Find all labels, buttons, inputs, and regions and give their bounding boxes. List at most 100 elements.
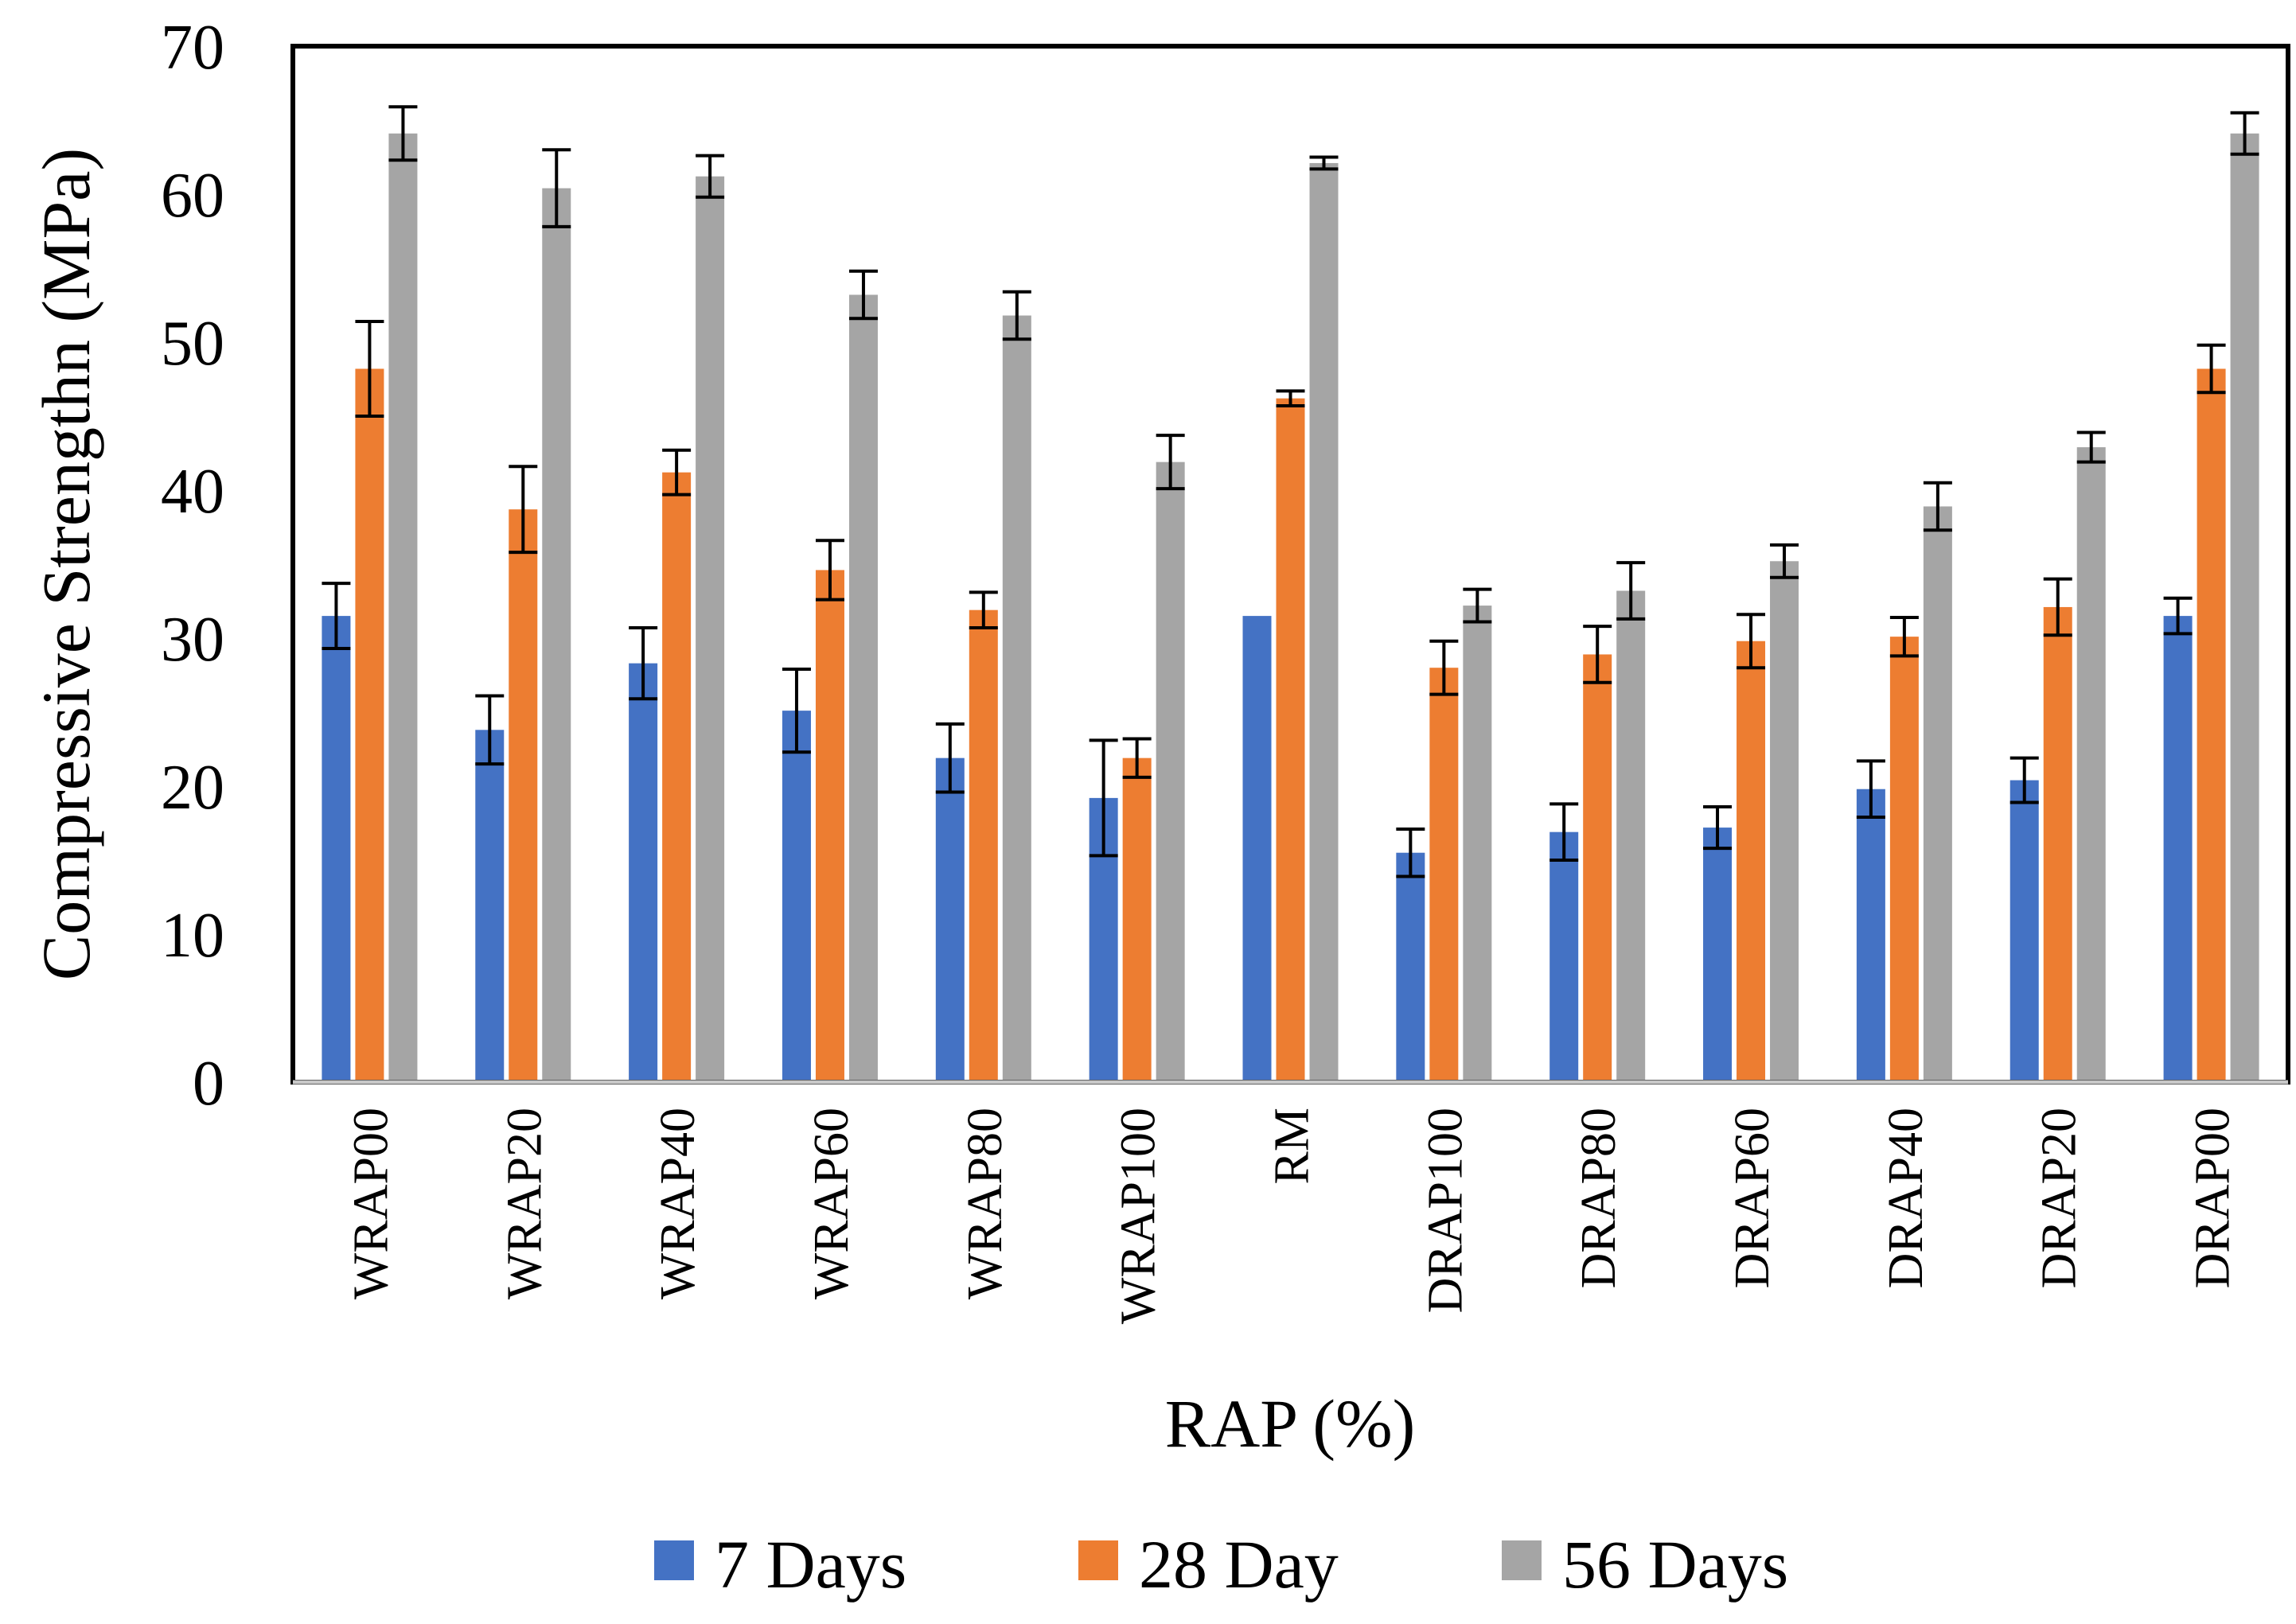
bar-7-days-drap60 bbox=[1703, 828, 1733, 1082]
error-bar-56-days-drap40 bbox=[1923, 481, 1952, 532]
error-bar-56-days-drap100 bbox=[1463, 587, 1492, 624]
x-tick-label: WRAP00 bbox=[344, 1108, 398, 1299]
legend-label: 56 Days bbox=[1562, 1526, 1788, 1603]
legend-item-56-days: 56 Days bbox=[1502, 1526, 1788, 1603]
legend-item-7-days: 7 Days bbox=[654, 1526, 906, 1603]
y-tick-label: 60 bbox=[161, 161, 224, 231]
error-bar-7-days-wrap40 bbox=[629, 625, 658, 701]
error-bar-56-days-wrap100 bbox=[1156, 434, 1185, 491]
y-tick-label: 40 bbox=[161, 457, 224, 527]
bar-28-day-drap00 bbox=[2197, 368, 2226, 1083]
bar-56-days-rm bbox=[1309, 162, 1339, 1083]
legend-item-28-day: 28 Day bbox=[1078, 1526, 1339, 1603]
bar-7-days-wrap80 bbox=[935, 757, 965, 1082]
bar-56-days-wrap80 bbox=[1002, 315, 1031, 1082]
error-bar-7-days-drap40 bbox=[1856, 759, 1885, 820]
bar-28-day-drap60 bbox=[1737, 641, 1766, 1082]
bar-56-days-drap80 bbox=[1616, 590, 1646, 1082]
x-tick-label: DRAP80 bbox=[1572, 1108, 1626, 1288]
bar-7-days-drap20 bbox=[2009, 780, 2039, 1082]
bar-56-days-wrap40 bbox=[696, 176, 725, 1083]
error-bar-28-day-wrap00 bbox=[355, 319, 384, 418]
bar-56-days-wrap100 bbox=[1156, 461, 1185, 1082]
legend-swatch bbox=[1502, 1540, 1542, 1580]
bar-56-days-drap00 bbox=[2230, 133, 2259, 1083]
legend-swatch bbox=[654, 1540, 694, 1580]
error-bar-56-days-drap00 bbox=[2230, 111, 2259, 156]
error-bar-56-days-drap20 bbox=[2076, 430, 2106, 464]
error-bar-28-day-drap00 bbox=[2197, 343, 2226, 395]
error-bar-28-day-drap40 bbox=[1889, 615, 1919, 658]
y-tick-label: 0 bbox=[193, 1049, 224, 1119]
bar-28-day-rm bbox=[1276, 398, 1305, 1082]
x-tick-label: RM bbox=[1265, 1108, 1320, 1184]
x-tick-label: DRAP20 bbox=[2033, 1108, 2087, 1288]
y-tick-label: 50 bbox=[161, 309, 224, 379]
bar-28-day-drap80 bbox=[1583, 654, 1612, 1082]
bar-7-days-drap100 bbox=[1396, 852, 1425, 1082]
error-bar-7-days-drap20 bbox=[2009, 756, 2039, 804]
bar-7-days-wrap40 bbox=[629, 663, 658, 1082]
bar-7-days-drap00 bbox=[2163, 616, 2193, 1082]
error-bar-7-days-drap80 bbox=[1550, 802, 1579, 862]
error-bar-7-days-wrap20 bbox=[475, 694, 505, 766]
bar-56-days-drap60 bbox=[1770, 561, 1799, 1082]
error-bar-7-days-wrap00 bbox=[322, 582, 351, 651]
bar-7-days-wrap20 bbox=[475, 730, 505, 1082]
error-bar-28-day-wrap100 bbox=[1122, 737, 1152, 779]
errorbars-layer bbox=[322, 105, 2259, 878]
error-bar-28-day-drap100 bbox=[1429, 639, 1459, 696]
error-bar-56-days-wrap40 bbox=[696, 154, 725, 199]
error-bar-28-day-drap60 bbox=[1737, 613, 1766, 670]
error-bar-28-day-rm bbox=[1276, 389, 1305, 407]
bar-56-days-drap40 bbox=[1923, 506, 1952, 1082]
y-tick-label: 70 bbox=[161, 13, 224, 83]
legend: 7 Days 28 Day 56 Days bbox=[654, 1526, 1788, 1603]
error-bar-28-day-wrap80 bbox=[969, 590, 998, 629]
legend-label: 7 Days bbox=[715, 1526, 906, 1603]
x-tick-label: WRAP40 bbox=[651, 1108, 705, 1299]
x-tick-label: WRAP100 bbox=[1112, 1108, 1166, 1324]
error-bar-28-day-drap80 bbox=[1583, 625, 1612, 684]
bar-7-days-rm bbox=[1242, 616, 1272, 1082]
bar-28-day-wrap00 bbox=[355, 368, 384, 1083]
bar-7-days-wrap60 bbox=[782, 711, 811, 1082]
legend-label: 28 Day bbox=[1139, 1526, 1339, 1603]
y-tick-label: 10 bbox=[161, 901, 224, 971]
x-tick-labels: WRAP00 WRAP20 WRAP40 WRAP60 WRAP80 WRAP100 RM D… bbox=[344, 1108, 2239, 1324]
x-tick-label: WRAP20 bbox=[497, 1108, 552, 1299]
y-tick-label: 30 bbox=[161, 605, 224, 675]
bar-28-day-wrap60 bbox=[815, 570, 844, 1082]
error-bar-7-days-drap60 bbox=[1703, 805, 1733, 851]
bar-56-days-wrap00 bbox=[388, 133, 418, 1083]
error-bar-7-days-wrap80 bbox=[935, 722, 965, 794]
bar-28-day-wrap40 bbox=[662, 472, 692, 1082]
bar-56-days-drap100 bbox=[1463, 606, 1492, 1082]
y-tick-labels: 0 10 20 30 40 50 60 70 bbox=[161, 13, 224, 1119]
error-bar-56-days-rm bbox=[1309, 155, 1339, 171]
bar-28-day-drap40 bbox=[1889, 637, 1919, 1082]
legend-swatch bbox=[1078, 1540, 1118, 1580]
bar-28-day-wrap80 bbox=[969, 609, 998, 1082]
bar-7-days-wrap00 bbox=[322, 616, 351, 1082]
error-bar-7-days-wrap60 bbox=[782, 668, 811, 754]
error-bar-56-days-wrap20 bbox=[542, 148, 571, 228]
bar-28-day-drap20 bbox=[2043, 606, 2072, 1082]
x-axis-title: RAP (%) bbox=[1165, 1385, 1416, 1462]
error-bar-28-day-wrap40 bbox=[662, 448, 692, 497]
error-bar-56-days-wrap80 bbox=[1002, 290, 1031, 341]
error-bar-56-days-wrap60 bbox=[848, 269, 878, 321]
x-tick-label: DRAP100 bbox=[1418, 1108, 1472, 1313]
bars-layer bbox=[322, 133, 2259, 1083]
bar-28-day-drap100 bbox=[1429, 668, 1459, 1082]
error-bar-56-days-drap80 bbox=[1616, 561, 1646, 621]
bar-7-days-drap40 bbox=[1856, 789, 1885, 1082]
bar-28-day-wrap20 bbox=[509, 509, 538, 1082]
x-tick-label: DRAP60 bbox=[1725, 1108, 1779, 1288]
error-bar-56-days-wrap00 bbox=[388, 105, 418, 162]
error-bar-56-days-drap60 bbox=[1770, 543, 1799, 579]
x-tick-label: WRAP60 bbox=[805, 1108, 859, 1299]
bar-56-days-wrap60 bbox=[848, 294, 878, 1083]
bar-56-days-wrap20 bbox=[542, 188, 571, 1082]
